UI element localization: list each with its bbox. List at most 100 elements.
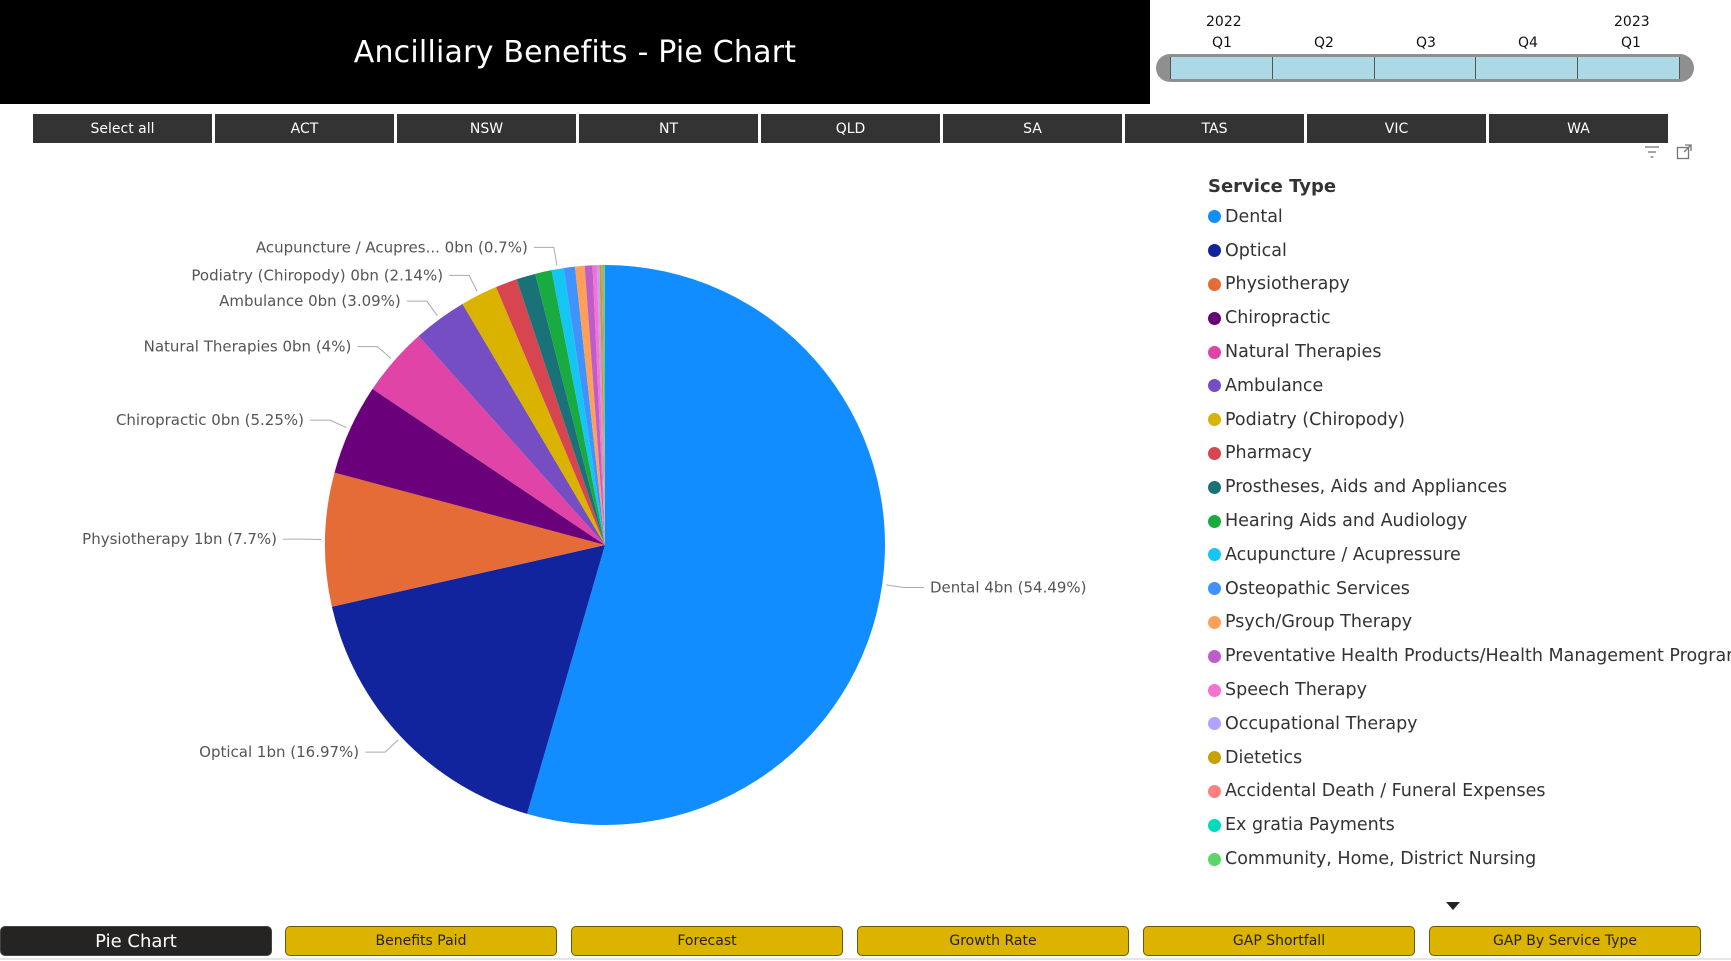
pie-slice-pharmacy[interactable] xyxy=(496,279,605,545)
timeline-quarter-label: Q1 xyxy=(1621,35,1641,51)
pie-slice-psych-group-therapy[interactable] xyxy=(574,265,605,545)
legend-item[interactable]: Ex gratia Payments xyxy=(1208,808,1728,842)
timeline-year-label: 2022 xyxy=(1206,14,1242,30)
nav-button-forecast[interactable]: Forecast xyxy=(571,926,843,956)
legend-color-dot xyxy=(1208,413,1221,427)
pie-slice-chiropractic[interactable] xyxy=(334,388,605,545)
legend-item[interactable]: Accidental Death / Funeral Expenses xyxy=(1208,775,1728,809)
pie-labels: Dental 4bn (54.49%) Optical 1bn (16.97%) P… xyxy=(82,238,1086,761)
slice-label-leader-line xyxy=(357,346,392,359)
legend-item[interactable]: Chiropractic xyxy=(1208,301,1728,335)
nav-button-growth-rate[interactable]: Growth Rate xyxy=(857,926,1129,956)
legend-color-dot xyxy=(1208,717,1221,731)
nav-divider xyxy=(0,958,1731,960)
page-title: Ancilliary Benefits - Pie Chart xyxy=(353,34,797,70)
timeline-quarter-label: Q4 xyxy=(1518,35,1538,51)
pie-slice-dietetics[interactable] xyxy=(599,265,605,545)
legend-item-label: Optical xyxy=(1225,240,1287,261)
pie-slice-osteopathic-services[interactable] xyxy=(563,266,605,545)
slice-label-leader-line xyxy=(365,739,399,753)
timeline-quarter-cell[interactable] xyxy=(1170,57,1272,79)
legend-title: Service Type xyxy=(1208,176,1337,197)
pie-slice-ambulance[interactable] xyxy=(418,303,605,545)
timeline-range-bar[interactable] xyxy=(1156,54,1694,82)
legend-item-label: Podiatry (Chiropody) xyxy=(1225,409,1405,430)
slice-label-leader-line xyxy=(449,274,478,292)
legend-item-label: Accidental Death / Funeral Expenses xyxy=(1225,781,1546,802)
legend-item[interactable]: Physiotherapy xyxy=(1208,268,1728,302)
legend-item[interactable]: Speech Therapy xyxy=(1208,673,1728,707)
visual-header-icons xyxy=(1644,144,1692,164)
state-button-qld[interactable]: QLD xyxy=(761,114,940,143)
legend-scroll-down-icon[interactable] xyxy=(1446,902,1460,910)
timeline-quarter-cell[interactable] xyxy=(1475,57,1577,79)
state-button-sa[interactable]: SA xyxy=(943,114,1122,143)
legend-item-label: Ex gratia Payments xyxy=(1225,815,1395,836)
state-button-wa[interactable]: WA xyxy=(1489,114,1668,143)
pie-slice-preventative-health-products-health-management-program[interactable] xyxy=(584,265,605,545)
nav-button-pie-chart[interactable]: Pie Chart xyxy=(0,926,272,956)
date-timeline-slicer[interactable]: 2022 2023 Q1 Q2 Q3 Q4 Q1 xyxy=(1156,8,1696,84)
pie-slice-hearing-aids-and-audiology[interactable] xyxy=(535,270,605,545)
pie-slice-speech-therapy[interactable] xyxy=(592,265,605,545)
legend-item[interactable]: Ambulance xyxy=(1208,369,1728,403)
timeline-quarter-cell[interactable] xyxy=(1577,57,1680,79)
state-button-nt[interactable]: NT xyxy=(579,114,758,143)
legend-item[interactable]: Community, Home, District Nursing xyxy=(1208,842,1728,876)
pie-slice-accidental-death-funeral-expenses[interactable] xyxy=(601,265,605,545)
timeline-quarter-cell[interactable] xyxy=(1373,57,1476,79)
state-slicer: Select all ACT NSW NT QLD SA TAS VIC WA xyxy=(33,114,1668,143)
legend-color-dot xyxy=(1208,818,1221,832)
legend-item-label: Osteopathic Services xyxy=(1225,578,1410,599)
nav-button-benefits-paid[interactable]: Benefits Paid xyxy=(285,926,557,956)
legend-item[interactable]: Podiatry (Chiropody) xyxy=(1208,403,1728,437)
timeline-quarter-label: Q2 xyxy=(1314,35,1334,51)
pie-slice-optical[interactable] xyxy=(331,545,605,814)
legend-item-label: Prostheses, Aids and Appliances xyxy=(1225,477,1508,498)
legend-item-label: Occupational Therapy xyxy=(1225,713,1418,734)
state-button-select-all[interactable]: Select all xyxy=(33,114,212,143)
pie-slice-physiotherapy[interactable] xyxy=(325,472,605,607)
legend-item[interactable]: Psych/Group Therapy xyxy=(1208,606,1728,640)
legend-item[interactable]: Dietetics xyxy=(1208,741,1728,775)
legend-color-dot xyxy=(1208,379,1221,393)
state-button-tas[interactable]: TAS xyxy=(1125,114,1304,143)
legend-item-label: Speech Therapy xyxy=(1225,680,1367,701)
pie-slice-natural-therapies[interactable] xyxy=(372,336,605,545)
legend-item[interactable]: Pharmacy xyxy=(1208,437,1728,471)
pie-slice-occupational-therapy[interactable] xyxy=(596,265,605,545)
state-button-act[interactable]: ACT xyxy=(215,114,394,143)
pie-slice-ex-gratia-payments[interactable] xyxy=(603,265,605,545)
timeline-selected-range[interactable] xyxy=(1170,57,1680,79)
legend-item-label: Psych/Group Therapy xyxy=(1225,612,1413,633)
pie-slice-podiatry-chiropody[interactable] xyxy=(462,287,605,545)
slice-data-label: Podiatry (Chiropody) 0bn (2.14%) xyxy=(191,266,443,284)
legend-item-label: Chiropractic xyxy=(1225,308,1331,329)
legend-item[interactable]: Acupuncture / Acupressure xyxy=(1208,538,1728,572)
focus-mode-icon[interactable] xyxy=(1676,144,1692,164)
pie-slice-dental[interactable] xyxy=(527,265,885,825)
filter-icon[interactable] xyxy=(1644,144,1660,164)
state-button-nsw[interactable]: NSW xyxy=(397,114,576,143)
pie-slice-acupuncture-acupressure[interactable] xyxy=(551,268,605,545)
legend-color-dot xyxy=(1208,480,1221,494)
legend-item[interactable]: Hearing Aids and Audiology xyxy=(1208,504,1728,538)
legend-item[interactable]: Dental xyxy=(1208,200,1728,234)
nav-button-gap-shortfall[interactable]: GAP Shortfall xyxy=(1143,926,1415,956)
legend-item-label: Dietetics xyxy=(1225,747,1303,768)
pie-chart: Dental 4bn (54.49%) Optical 1bn (16.97%) P… xyxy=(82,238,1087,825)
legend-item[interactable]: Osteopathic Services xyxy=(1208,572,1728,606)
nav-button-gap-by-service-type[interactable]: GAP By Service Type xyxy=(1429,926,1701,956)
timeline-quarter-cell[interactable] xyxy=(1271,57,1374,79)
pie-slice-community-home-district-nursing[interactable] xyxy=(604,265,605,545)
legend-color-dot xyxy=(1208,683,1221,697)
slice-label-leader-line xyxy=(533,246,558,266)
legend-item[interactable]: Prostheses, Aids and Appliances xyxy=(1208,470,1728,504)
pie-slice-prostheses-aids-and-appliances[interactable] xyxy=(516,273,605,545)
legend-item[interactable]: Occupational Therapy xyxy=(1208,707,1728,741)
state-button-vic[interactable]: VIC xyxy=(1307,114,1486,143)
legend-color-dot xyxy=(1208,244,1221,258)
legend-item[interactable]: Natural Therapies xyxy=(1208,335,1728,369)
legend-item[interactable]: Preventative Health Products/Health Mana… xyxy=(1208,639,1731,673)
legend-item[interactable]: Optical xyxy=(1208,234,1728,268)
